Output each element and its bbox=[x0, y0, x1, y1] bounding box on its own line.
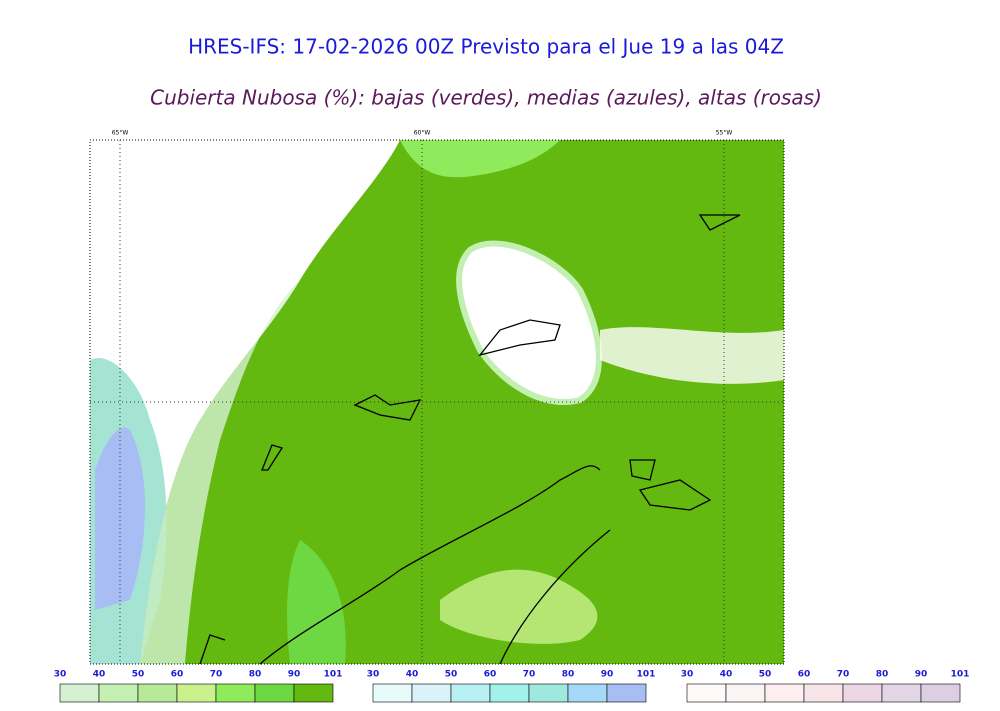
legend-swatch bbox=[725, 683, 766, 703]
legend-swatch bbox=[450, 683, 491, 703]
legends: 30 40 50 60 70 80 90 101 30 40 50 60 70 80 90 101 30 40 50… bbox=[54, 670, 970, 703]
legend-tick-label: 30 bbox=[54, 670, 67, 680]
legend-tick-label: 50 bbox=[132, 670, 145, 680]
legend-swatch bbox=[98, 683, 139, 703]
legend-tick-label: 50 bbox=[445, 670, 458, 680]
legend-tick-label: 70 bbox=[210, 670, 223, 680]
legend-swatch bbox=[411, 683, 452, 703]
cloud-edge bbox=[140, 280, 300, 664]
legend-tick-label: 90 bbox=[601, 670, 614, 680]
legend-swatch bbox=[372, 683, 413, 703]
legend-swatch bbox=[293, 683, 334, 703]
legend-swatch bbox=[254, 683, 295, 703]
legend-tick-label: 30 bbox=[681, 670, 694, 680]
legend-swatch bbox=[528, 683, 569, 703]
legend-swatch bbox=[803, 683, 844, 703]
coastline bbox=[199, 214, 741, 665]
legend-tick-label: 70 bbox=[837, 670, 850, 680]
legend-tick-label: 50 bbox=[759, 670, 772, 680]
legend-swatch bbox=[59, 683, 100, 703]
legend-swatch bbox=[881, 683, 922, 703]
cloud-patch bbox=[400, 140, 560, 178]
legend-tick-label: 60 bbox=[171, 670, 184, 680]
clear-area bbox=[456, 240, 602, 405]
legend-swatch bbox=[489, 683, 530, 703]
legend-tick-label: 40 bbox=[720, 670, 733, 680]
longitude-label: 55°W bbox=[716, 130, 733, 137]
legend-tick-label: 30 bbox=[367, 670, 380, 680]
legend-swatch bbox=[606, 683, 647, 703]
longitude-labels: 65°W 60°W 55°W bbox=[112, 130, 733, 137]
legend-tick-label: 80 bbox=[249, 670, 262, 680]
subtitle: Cubierta Nubosa (%): bajas (verdes), med… bbox=[150, 86, 822, 110]
longitude-label: 65°W bbox=[112, 130, 129, 137]
legend-tick-label: 70 bbox=[523, 670, 536, 680]
legend-swatch bbox=[137, 683, 178, 703]
legend-swatch bbox=[567, 683, 608, 703]
legend-tick-label: 80 bbox=[876, 670, 889, 680]
legend-tick-label: 90 bbox=[288, 670, 301, 680]
legend-swatch bbox=[842, 683, 883, 703]
legend-tick-label: 90 bbox=[915, 670, 928, 680]
cloud-patch bbox=[440, 569, 598, 644]
legend-tick-label: 101 bbox=[324, 670, 343, 680]
clear-area bbox=[600, 327, 784, 384]
legend-tick-label: 60 bbox=[798, 670, 811, 680]
legend-swatch bbox=[920, 683, 961, 703]
legend-swatch bbox=[176, 683, 217, 703]
legend-swatch bbox=[764, 683, 805, 703]
mid-cloud-core bbox=[95, 427, 145, 610]
legend-tick-label: 40 bbox=[93, 670, 106, 680]
legend-tick-label: 101 bbox=[637, 670, 656, 680]
clear-area bbox=[90, 140, 400, 664]
legend-swatch bbox=[215, 683, 256, 703]
legend-tick-label: 101 bbox=[951, 670, 970, 680]
title: HRES-IFS: 17-02-2026 00Z Previsto para e… bbox=[188, 35, 784, 59]
legend-tick-label: 40 bbox=[406, 670, 419, 680]
graticule bbox=[90, 140, 784, 664]
legend-tick-label: 60 bbox=[484, 670, 497, 680]
longitude-label: 60°W bbox=[414, 130, 431, 137]
legend-tick-label: 80 bbox=[562, 670, 575, 680]
map bbox=[89, 139, 785, 665]
legend-swatch bbox=[686, 683, 727, 703]
